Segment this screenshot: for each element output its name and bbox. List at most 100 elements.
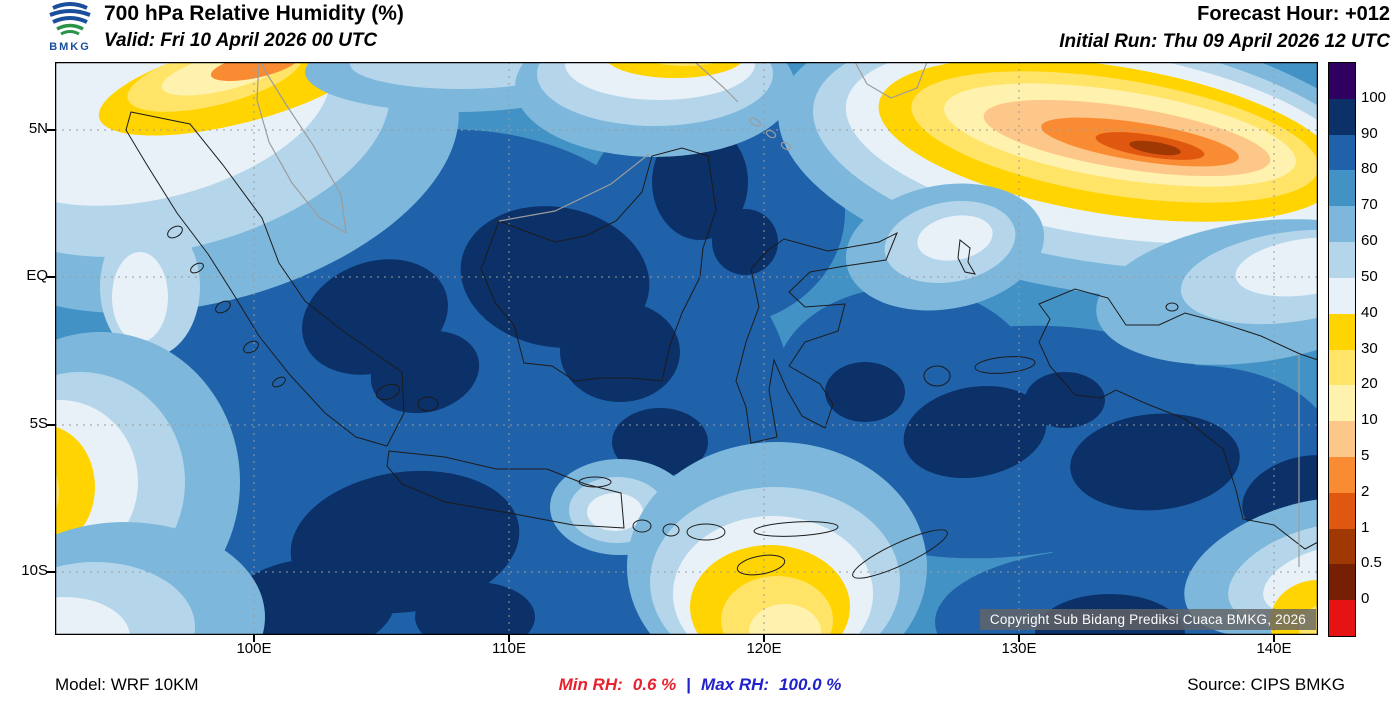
coastlines-shape [735,231,898,444]
colorbar-label: 10 [1361,411,1378,429]
bmkg-logo-icon-shape [56,23,84,31]
rh-field-shape [903,385,1047,479]
colorbar-block [1329,313,1355,350]
colorbar-label: 0.5 [1361,554,1382,572]
rh-field-shape [749,604,821,635]
colorbar-label: 60 [1361,232,1378,250]
colorbar-label: 90 [1361,124,1378,142]
rh-field-shape [560,302,680,402]
coastlines-shape [923,365,951,387]
rh-field-shape [55,426,95,548]
colorbar-block [1329,492,1355,529]
rh-field-shape [1235,237,1318,297]
colorbar-block [1329,63,1355,99]
map-frame [55,62,1318,635]
rh-field-shape [225,558,395,635]
coastlines-shape [753,521,839,537]
rh-field-shape [112,252,168,342]
rh-field-shape [210,62,300,82]
source-label: Source: CIPS BMKG [1187,675,1345,694]
coastlines-shape [272,376,286,388]
axis-tick [1018,635,1020,642]
bmkg-logo-icon-shape [52,16,88,24]
colorbar-block [1329,385,1355,422]
colorbar-block [1329,528,1355,565]
rh-field-shape [1129,140,1181,156]
foreign-borders-shape [780,141,792,151]
bmkg-logo-icon [49,2,91,36]
model-label: Model: WRF 10KM [55,675,199,694]
rh-field-shape [587,493,643,531]
bmkg-logo-icon-shape [52,2,88,10]
axis-tick [47,571,55,573]
axis-tick [47,424,55,426]
colorbar-label: 30 [1361,339,1378,357]
lon-axis-label: 120E [746,640,782,657]
rh-field [55,62,1318,635]
rh-field-shape [350,62,570,89]
rh-field-shape [55,597,130,635]
minmax-separator: | [686,675,692,694]
foreign-borders [256,62,1300,567]
copyright-overlay: Copyright Sub Bidang Prediksi Cuaca BMKG… [979,609,1316,630]
bmkg-logo-icon-shape [49,9,91,17]
rh-field-shape [917,215,993,261]
valid-time: Valid: Fri 10 April 2026 00 UTC [104,30,378,51]
bmkg-logo-icon-shape [60,30,80,36]
lat-axis-label: 5S [29,415,48,432]
axis-tick [763,635,765,642]
lat-axis-label: 5N [28,120,48,137]
weather-map [55,62,1318,635]
colorbar-block [1329,242,1355,278]
foreign-borders-shape [748,117,762,127]
rh-field-shape [712,209,778,275]
colorbar-label: 70 [1361,196,1378,214]
colorbar-block [1329,600,1355,636]
foreign-borders-shape [765,129,777,139]
foreign-borders-shape [256,62,347,235]
lon-axis-label: 130E [1001,640,1037,657]
axis-tick [47,276,55,278]
coastlines-shape [686,523,726,541]
colorbar-block [1329,349,1355,386]
coastlines-shape [386,450,625,529]
coastlines-shape [190,262,204,274]
colorbar-block [1329,277,1355,314]
page-title: 700 hPa Relative Humidity (%) [104,2,404,25]
coastlines-shape [1165,302,1179,312]
lat-axis-label: EQ [26,267,48,284]
max-rh-label: Max RH: [701,675,770,694]
colorbar-label: 40 [1361,303,1378,321]
coastlines-shape [243,340,259,354]
coastlines-shape [974,356,1036,374]
foreign-borders-shape [694,62,739,103]
bmkg-logo: BMKG [44,2,96,53]
rh-field-shape [415,582,535,635]
lon-axis-label: 110E [492,640,526,657]
lon-axis-label: 100E [236,640,272,657]
coastlines-shape [736,554,786,576]
colorbar-block [1329,170,1355,207]
coastlines-shape [480,147,717,382]
colorbar-block [1329,421,1355,457]
coastlines-shape [417,396,439,412]
axis-tick [1273,635,1275,642]
axis-tick [508,635,510,642]
forecast-hour: Forecast Hour: +012 [1197,3,1390,25]
min-rh-label: Min RH: [558,675,623,694]
max-rh-value: 100.0 % [779,675,842,694]
axis-tick [47,129,55,131]
coastlines [125,111,1318,579]
colorbar-block [1329,134,1355,171]
colorbar [1328,62,1356,637]
colorbar-label: 1 [1361,518,1370,536]
colorbar-label: 2 [1361,482,1370,500]
colorbar-block [1329,98,1355,135]
colorbar-label: 80 [1361,160,1378,178]
coastlines-shape [662,523,680,537]
coastlines-shape [215,300,231,314]
coastlines-shape [632,519,652,533]
foreign-borders-shape [498,153,650,222]
bmkg-logo-text: BMKG [49,41,91,53]
colorbar-label: 20 [1361,375,1378,393]
